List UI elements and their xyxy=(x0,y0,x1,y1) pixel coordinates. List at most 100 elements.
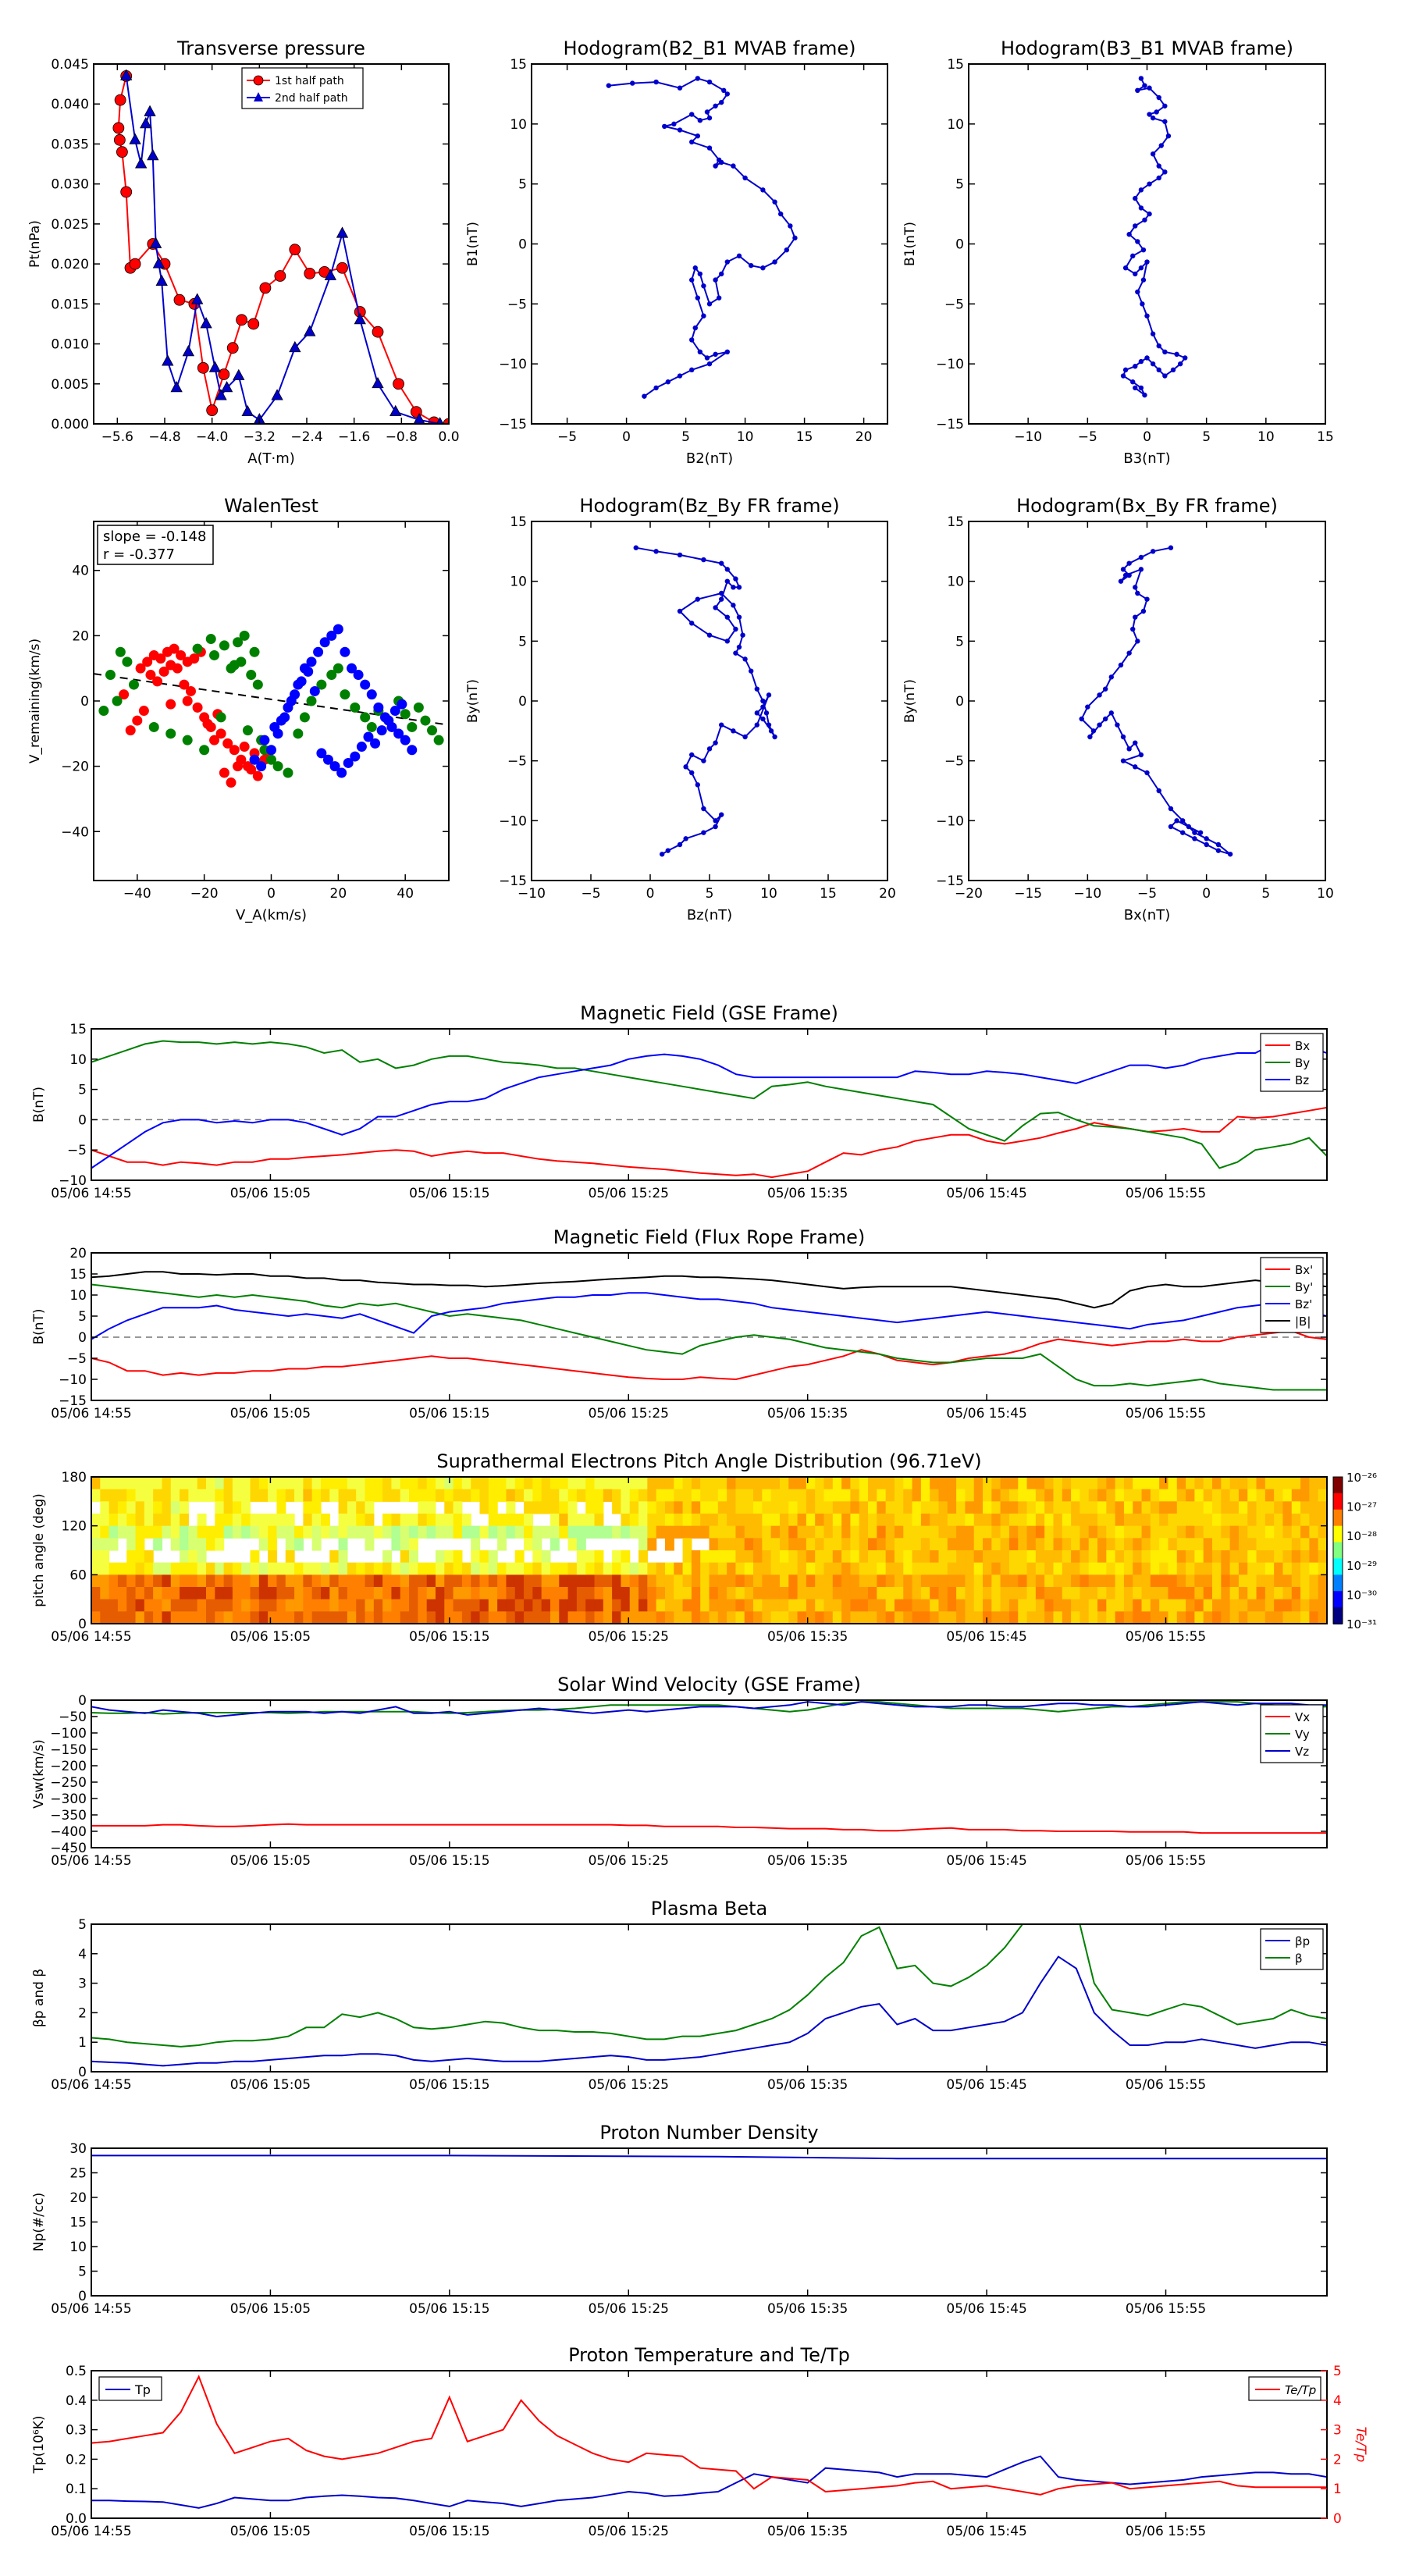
legend-label: By xyxy=(1295,1056,1310,1070)
heat-cell xyxy=(215,1477,225,1490)
heat-cell xyxy=(285,1562,295,1575)
heat-cell xyxy=(444,1477,454,1490)
heat-cell xyxy=(268,1550,278,1564)
y-tick-label-right: 2 xyxy=(1333,2452,1342,2467)
data-point xyxy=(289,244,301,256)
heat-cell xyxy=(1071,1587,1080,1600)
x-tick-label: 20 xyxy=(330,886,347,902)
heat-cell xyxy=(656,1501,666,1514)
heat-cell xyxy=(1159,1477,1169,1490)
heat-cell xyxy=(1247,1489,1257,1502)
heat-cell xyxy=(567,1477,578,1490)
heat-cell xyxy=(91,1574,101,1588)
data-point xyxy=(1144,313,1150,318)
heat-cell xyxy=(1282,1562,1293,1575)
heat-cell xyxy=(912,1514,922,1527)
x-tick-label: 10 xyxy=(1317,886,1334,902)
heat-cell xyxy=(1247,1501,1257,1514)
heat-cell xyxy=(435,1599,445,1612)
heat-cell xyxy=(930,1574,940,1588)
heat-cell xyxy=(418,1501,428,1514)
heat-cell xyxy=(180,1538,189,1551)
heat-cell xyxy=(373,1477,383,1490)
heat-cell xyxy=(1318,1574,1327,1588)
data-point xyxy=(354,312,366,325)
heat-cell xyxy=(180,1489,189,1502)
heat-cell xyxy=(1309,1501,1319,1514)
plot-area xyxy=(633,545,777,857)
data-point xyxy=(1156,788,1161,794)
heat-cell xyxy=(1282,1514,1293,1527)
heat-cell xyxy=(100,1489,110,1502)
heat-cell xyxy=(1168,1574,1178,1588)
heat-cell xyxy=(356,1562,366,1575)
y-tick-label: 20 xyxy=(72,628,89,644)
heat-cell xyxy=(435,1489,445,1502)
data-point xyxy=(290,689,301,700)
heat-cell xyxy=(1088,1538,1098,1551)
heat-cell xyxy=(727,1611,737,1624)
heat-cell xyxy=(232,1562,242,1575)
heat-cell xyxy=(365,1587,375,1600)
heat-cell xyxy=(991,1501,1001,1514)
heat-cell xyxy=(1256,1562,1266,1575)
data-point xyxy=(792,235,798,241)
heat-cell xyxy=(1141,1550,1151,1564)
x-tick-label: 10 xyxy=(1257,429,1275,445)
y-tick-label: 3 xyxy=(78,1976,87,1992)
heat-cell xyxy=(991,1599,1001,1612)
heat-cell xyxy=(1309,1587,1319,1600)
heat-cell xyxy=(594,1489,604,1502)
heat-cell xyxy=(1229,1514,1240,1527)
heat-cell xyxy=(532,1574,542,1588)
heat-cell xyxy=(983,1550,992,1564)
heat-cell xyxy=(1026,1477,1037,1490)
heat-cell xyxy=(409,1477,418,1490)
heat-cell xyxy=(144,1501,154,1514)
heat-cell xyxy=(850,1574,860,1588)
heat-cell xyxy=(488,1477,498,1490)
data-point xyxy=(1186,824,1192,830)
data-point xyxy=(192,643,203,654)
heat-cell xyxy=(391,1514,401,1527)
heat-cell xyxy=(1071,1538,1080,1551)
data-point xyxy=(677,841,683,848)
data-point xyxy=(1133,223,1138,229)
data-point xyxy=(162,354,174,366)
heat-cell xyxy=(638,1489,648,1502)
heat-cell xyxy=(1035,1562,1045,1575)
axes-frame xyxy=(91,2370,1328,2519)
x-tick-label: 0 xyxy=(267,886,276,902)
x-tick-label: 05/06 15:55 xyxy=(1126,1406,1206,1421)
heat-cell xyxy=(117,1501,127,1514)
heat-cell xyxy=(973,1489,984,1502)
heat-cell xyxy=(938,1562,948,1575)
plot-area xyxy=(1120,76,1188,398)
y-tick-label: 10 xyxy=(947,117,964,133)
heat-cell xyxy=(621,1574,631,1588)
heat-cell xyxy=(956,1550,966,1564)
heat-cell xyxy=(1115,1489,1125,1502)
data-point xyxy=(1085,704,1090,710)
heat-cell xyxy=(1194,1501,1204,1514)
heat-cell xyxy=(400,1538,410,1551)
heat-cell xyxy=(1141,1587,1151,1600)
heat-cell xyxy=(268,1599,278,1612)
heat-cell xyxy=(180,1550,189,1564)
heat-cell xyxy=(762,1562,772,1575)
heat-cell xyxy=(717,1611,727,1624)
heat-cell xyxy=(1309,1525,1319,1539)
heat-cell xyxy=(153,1525,163,1539)
heat-cell xyxy=(1123,1574,1133,1588)
heat-cell xyxy=(1221,1525,1231,1539)
heat-cell xyxy=(241,1514,251,1527)
heat-cell xyxy=(841,1574,852,1588)
heat-cell xyxy=(1291,1525,1301,1539)
heat-cell xyxy=(356,1611,366,1624)
heat-cell xyxy=(444,1574,454,1588)
heat-cell xyxy=(1133,1550,1143,1564)
heat-cell xyxy=(973,1477,984,1490)
heat-cell xyxy=(1221,1587,1231,1600)
heat-cell xyxy=(947,1477,957,1490)
x-tick-label: −10 xyxy=(518,886,546,902)
